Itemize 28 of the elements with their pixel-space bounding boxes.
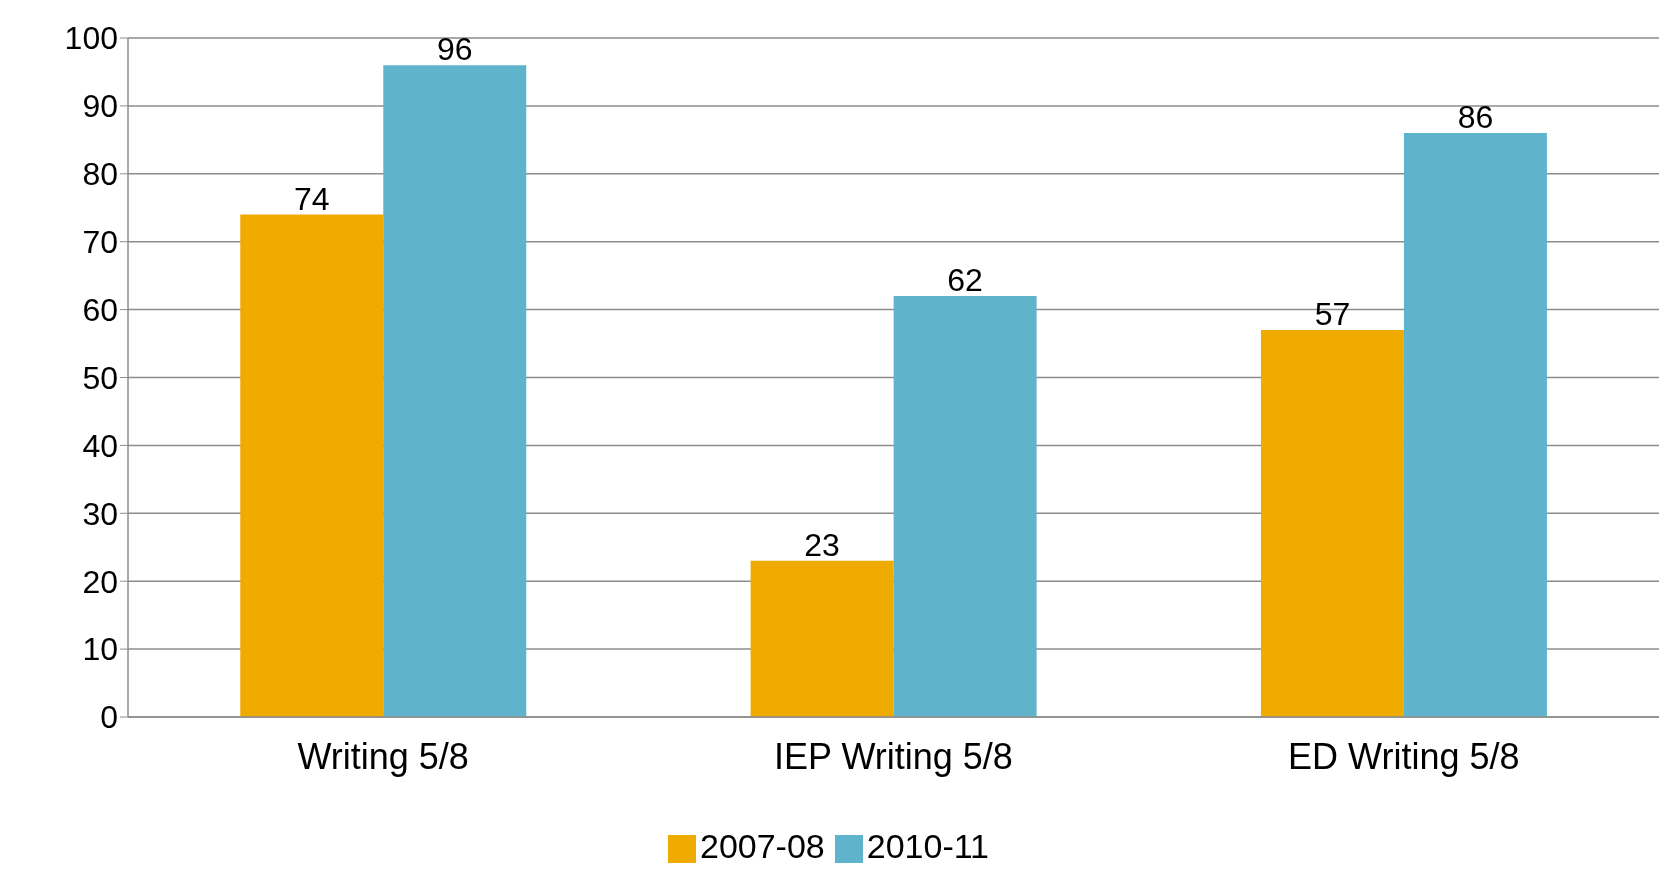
y-tick-label: 0 bbox=[100, 699, 118, 736]
y-tick-label: 70 bbox=[82, 224, 118, 261]
bar bbox=[383, 65, 527, 717]
y-tick-label: 10 bbox=[82, 631, 118, 668]
bar bbox=[1403, 133, 1547, 717]
y-tick-label: 50 bbox=[82, 359, 118, 396]
legend-label: 2010-11 bbox=[866, 827, 990, 865]
y-tick-label: 30 bbox=[82, 495, 118, 532]
bar bbox=[240, 214, 384, 717]
x-tick-label: ED Writing 5/8 bbox=[1288, 735, 1520, 777]
y-tick-label: 90 bbox=[82, 88, 118, 125]
data-label: 74 bbox=[293, 180, 330, 217]
x-tick-label: Writing 5/8 bbox=[297, 735, 469, 777]
bar bbox=[893, 296, 1037, 717]
y-tick-label: 100 bbox=[64, 20, 118, 57]
y-tick-label: 20 bbox=[82, 563, 118, 600]
y-tick-label: 60 bbox=[82, 291, 118, 328]
x-tick-label: IEP Writing 5/8 bbox=[774, 735, 1013, 777]
y-tick-label: 40 bbox=[82, 427, 118, 464]
y-tick-label: 80 bbox=[82, 156, 118, 193]
data-label: 23 bbox=[804, 526, 840, 563]
data-label: 62 bbox=[947, 262, 983, 299]
legend-label: 2007-08 bbox=[699, 827, 825, 865]
bar bbox=[1260, 329, 1404, 717]
data-label: 96 bbox=[436, 31, 473, 68]
bar bbox=[750, 560, 894, 717]
data-label: 57 bbox=[1314, 295, 1351, 332]
data-label: 86 bbox=[1457, 99, 1494, 136]
